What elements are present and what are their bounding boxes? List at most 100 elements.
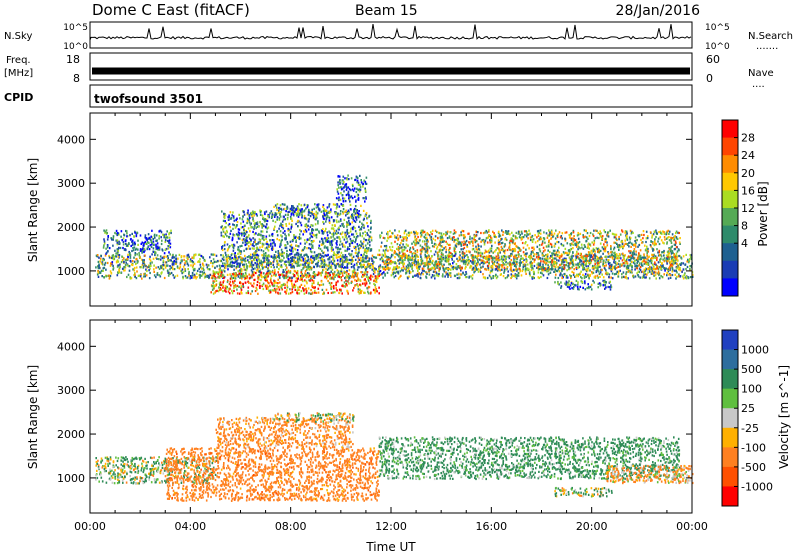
scatter-cell-5	[442, 266, 444, 269]
scatter-cell-0	[530, 263, 532, 266]
scatter-cell-2	[362, 232, 364, 235]
scatter-cell-0	[162, 261, 165, 264]
scatter-cell-2	[323, 251, 325, 254]
scatter-cell-0	[309, 258, 312, 261]
scatter-cell-4	[339, 198, 342, 201]
scatter-cell-5	[525, 248, 527, 251]
scatter-cell-0	[593, 266, 595, 269]
scatter-cell-0	[405, 254, 407, 257]
scatter-cell-0	[680, 263, 682, 266]
scatter-cell-0	[475, 262, 478, 266]
scatter-cell-2	[346, 225, 348, 228]
scatter-cell-0	[494, 274, 497, 278]
scatter-cell-2	[268, 234, 271, 237]
scatter-cell-0	[550, 254, 552, 258]
scatter-cell-0	[323, 265, 326, 269]
scatter-cell-5	[540, 237, 543, 240]
scatter-cell-0	[619, 257, 622, 260]
scatter-cell-2	[231, 252, 233, 256]
scatter-cell-0	[118, 270, 120, 273]
scatter-cell-2	[291, 265, 293, 268]
scatter-cell-1	[150, 239, 153, 242]
scatter-cell-0	[661, 265, 663, 268]
scatter-cell-2	[339, 254, 342, 257]
scatter-cell-1	[155, 239, 157, 242]
scatter-cell-0	[624, 264, 626, 267]
scatter-cell-0	[378, 272, 380, 275]
scatter-cell-0	[271, 269, 274, 272]
scatter-cell-2	[332, 239, 334, 242]
scatter-cell-0	[590, 261, 592, 264]
scatter-cell-0	[341, 262, 344, 265]
scatter-cell-0	[266, 263, 268, 266]
scatter-cell-0	[680, 257, 683, 260]
scatter-cell-2	[315, 218, 317, 221]
scatter-cell-2	[338, 265, 340, 268]
scatter-cell-0	[335, 253, 338, 257]
scatter-cell-0	[682, 262, 685, 265]
scatter-cell-5	[646, 235, 649, 238]
scatter-cell-2	[258, 233, 261, 236]
scatter-cell-0	[186, 276, 189, 279]
scatter-cell-2	[339, 232, 342, 235]
scatter-cell-0	[178, 267, 181, 270]
scatter-cell-0	[565, 257, 567, 260]
scatter-cell-5	[490, 247, 493, 250]
scatter-cell-2	[359, 213, 362, 217]
scatter-cell-2	[322, 255, 325, 258]
scatter-cell-0	[304, 257, 306, 260]
scatter-cell-2	[289, 248, 291, 251]
scatter-cell-0	[477, 270, 480, 273]
scatter-cell-0	[433, 264, 435, 267]
scatter-cell-2	[263, 220, 266, 223]
scatter-cell-1	[116, 248, 119, 251]
scatter-cell-2	[297, 258, 299, 261]
scatter-cell-0	[401, 267, 403, 270]
scatter-cell-5	[521, 236, 523, 239]
scatter-cell-5	[643, 255, 645, 258]
scatter-cell-5	[656, 256, 658, 259]
scatter-cell-1	[162, 233, 164, 236]
scatter-cell-0	[523, 258, 525, 262]
scatter-cell-0	[148, 277, 151, 280]
scatter-cell-0	[512, 268, 515, 271]
scatter-cell-0	[395, 262, 398, 265]
scatter-cell-0	[310, 268, 313, 271]
scatter-cell-4	[337, 181, 339, 184]
scatter-cell-4	[359, 188, 362, 191]
scatter-cell-0	[426, 261, 428, 264]
scatter-cell-0	[608, 273, 611, 276]
scatter-cell-0	[651, 271, 653, 274]
scatter-cell-0	[465, 265, 467, 269]
scatter-cell-5	[594, 263, 596, 266]
scatter-cell-0	[121, 259, 124, 262]
scatter-cell-0	[320, 274, 322, 277]
scatter-cell-5	[671, 268, 674, 271]
scatter-cell-5	[641, 241, 643, 244]
scatter-cell-2	[296, 251, 299, 255]
scatter-cell-0	[658, 266, 661, 269]
scatter-cell-5	[584, 259, 586, 263]
scatter-cell-0	[658, 277, 661, 280]
scatter-cell-0	[394, 271, 397, 274]
scatter-cell-0	[204, 259, 206, 262]
scatter-cell-0	[595, 266, 598, 269]
scatter-cell-5	[502, 258, 505, 261]
scatter-cell-1	[144, 242, 147, 245]
scatter-cell-0	[482, 276, 485, 279]
scatter-cell-0	[528, 271, 531, 274]
scatter-cell-0	[635, 259, 638, 262]
scatter-cell-2	[281, 251, 283, 254]
scatter-cell-0	[401, 255, 403, 258]
scatter-cell-1	[153, 243, 155, 246]
scatter-cell-0	[426, 272, 428, 275]
scatter-cell-2	[271, 234, 274, 237]
scatter-cell-2	[244, 243, 247, 247]
scatter-cell-5	[582, 247, 585, 250]
scatter-cell-0	[588, 277, 590, 280]
scatter-cell-5	[413, 252, 415, 255]
scatter-cell-5	[482, 232, 485, 235]
scatter-cell-5	[653, 244, 656, 247]
scatter-cell-2	[295, 239, 297, 242]
scatter-cell-1	[152, 240, 155, 243]
